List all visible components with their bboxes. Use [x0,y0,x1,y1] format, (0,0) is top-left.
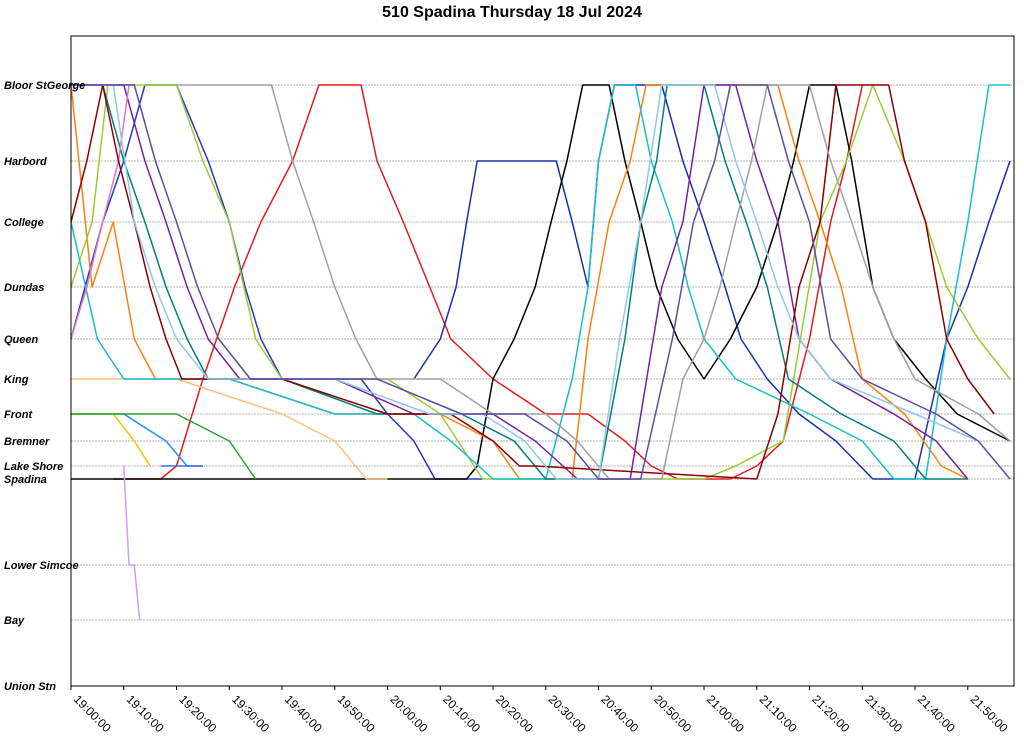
series-layer [70,84,1011,621]
x-tick-label: 20:50:00 [651,692,694,735]
vehicle-trace [176,84,1011,480]
vehicle-trace [123,465,141,621]
x-tick-label: 19:40:00 [282,692,325,735]
vehicle-trace [71,84,968,480]
vehicle-trace [71,413,151,467]
x-tick-label: 19:30:00 [229,692,272,735]
x-tick-label: 20:30:00 [546,692,589,735]
stop-label: Harbord [4,156,47,168]
x-tick-label: 20:00:00 [387,692,430,735]
x-tick-label: 21:30:00 [862,692,905,735]
x-tick-label: 19:10:00 [124,692,167,735]
tick-label-layer: 19:00:00 19:10:00 19:20:00 19:30:00 19:40:00… [70,686,1011,735]
x-tick-label: 20:40:00 [598,692,641,735]
stop-label: Spadina [4,474,47,486]
vehicle-trace [70,84,1011,480]
vehicle-trace [71,413,203,467]
stop-label-layer: Bloor StGeorge Harbord College Dundas Queen K… [4,80,85,693]
stop-label: Bremner [4,436,50,448]
x-tick-label: 19:20:00 [176,692,219,735]
stop-label: Bloor StGeorge [4,80,85,92]
vehicle-trace [413,84,1011,480]
vehicle-trace [70,84,969,480]
stop-label: College [4,217,44,229]
stop-label: Bay [4,615,25,627]
vehicle-trace [70,84,130,340]
x-tick-label: 20:20:00 [493,692,536,735]
stop-label: Lake Shore [4,461,63,473]
stop-label: King [4,374,29,386]
x-tick-label: 19:50:00 [335,692,378,735]
stop-label: Union Stn [4,681,56,693]
stop-label: Queen [4,334,39,346]
plot-frame [70,35,1015,687]
chart-title: 510 Spadina Thursday 18 Jul 2024 [382,4,642,21]
x-tick-label: 21:10:00 [757,692,800,735]
stop-label: Lower Simcoe [4,560,79,572]
vehicle-trace [71,84,1011,480]
x-tick-label: 21:40:00 [915,692,958,735]
x-tick-label: 21:50:00 [968,692,1011,735]
vehicle-trace [71,84,979,480]
vehicle-trace [70,84,1010,480]
x-tick-label: 21:20:00 [809,692,852,735]
vehicle-trace [71,413,257,480]
x-tick-label: 19:00:00 [71,692,114,735]
x-tick-label: 21:00:00 [704,692,747,735]
vehicle-trace [71,84,1011,480]
stop-label: Dundas [4,282,44,294]
vehicle-trace [71,378,388,480]
vehicle-trace [113,84,864,480]
stop-label: Front [4,409,33,421]
vehicle-trace [71,84,969,480]
x-tick-label: 20:10:00 [440,692,483,735]
